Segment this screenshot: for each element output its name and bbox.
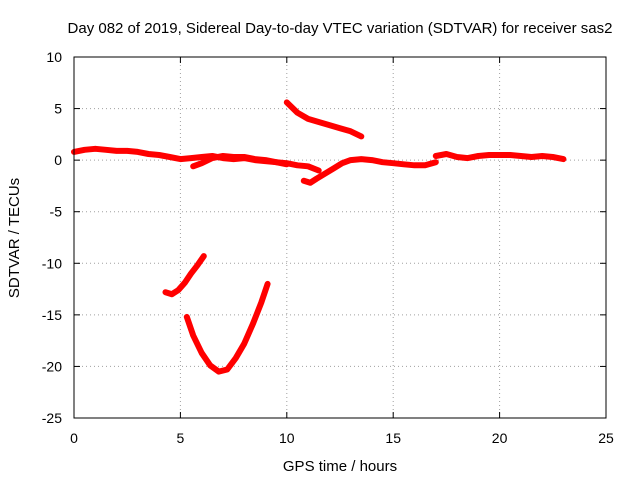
y-tick-label: -25	[42, 410, 62, 426]
series-line-segment-5	[283, 99, 365, 140]
series-line-segment-3	[300, 156, 439, 186]
y-tick-label: 5	[54, 101, 62, 117]
y-tick-label: -5	[50, 204, 63, 220]
series-line-segment-2	[190, 153, 290, 170]
x-tick-label: 10	[279, 430, 295, 446]
x-tick-label: 15	[385, 430, 401, 446]
x-tick-label: 5	[177, 430, 185, 446]
y-tick-label: 10	[46, 49, 62, 65]
ticks: 0 5 10 15 20 25 10 5 0 -5 -10 -15 -20 -25	[42, 49, 614, 446]
x-tick-label: 20	[492, 430, 508, 446]
series-layer	[71, 99, 567, 375]
x-axis-label: GPS time / hours	[283, 458, 397, 475]
series-line-segment-7	[183, 280, 271, 375]
y-axis-label: SDTVAR / TECUs	[6, 178, 23, 298]
y-tick-label: 0	[54, 152, 62, 168]
y-tick-label: -10	[42, 255, 62, 271]
y-tick-label: -15	[42, 307, 62, 323]
y-tick-label: -20	[42, 358, 62, 374]
plot-frame	[73, 56, 607, 419]
grid-lines	[74, 57, 606, 418]
series-line-segment-6	[162, 253, 207, 298]
x-tick-label: 25	[598, 430, 614, 446]
series-line-segment-4	[432, 151, 567, 163]
x-tick-label: 0	[70, 430, 78, 446]
chart-title: Day 082 of 2019, Sidereal Day-to-day VTE…	[68, 20, 613, 37]
